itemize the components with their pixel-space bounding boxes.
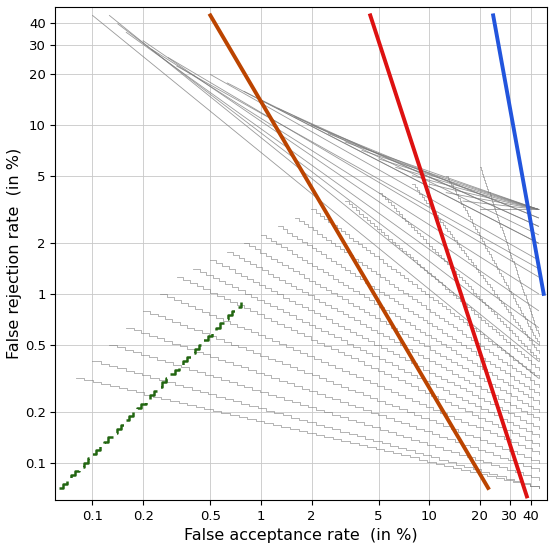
X-axis label: False acceptance rate  (in %): False acceptance rate (in %) (184, 528, 418, 543)
Y-axis label: False rejection rate  (in %): False rejection rate (in %) (7, 148, 22, 359)
